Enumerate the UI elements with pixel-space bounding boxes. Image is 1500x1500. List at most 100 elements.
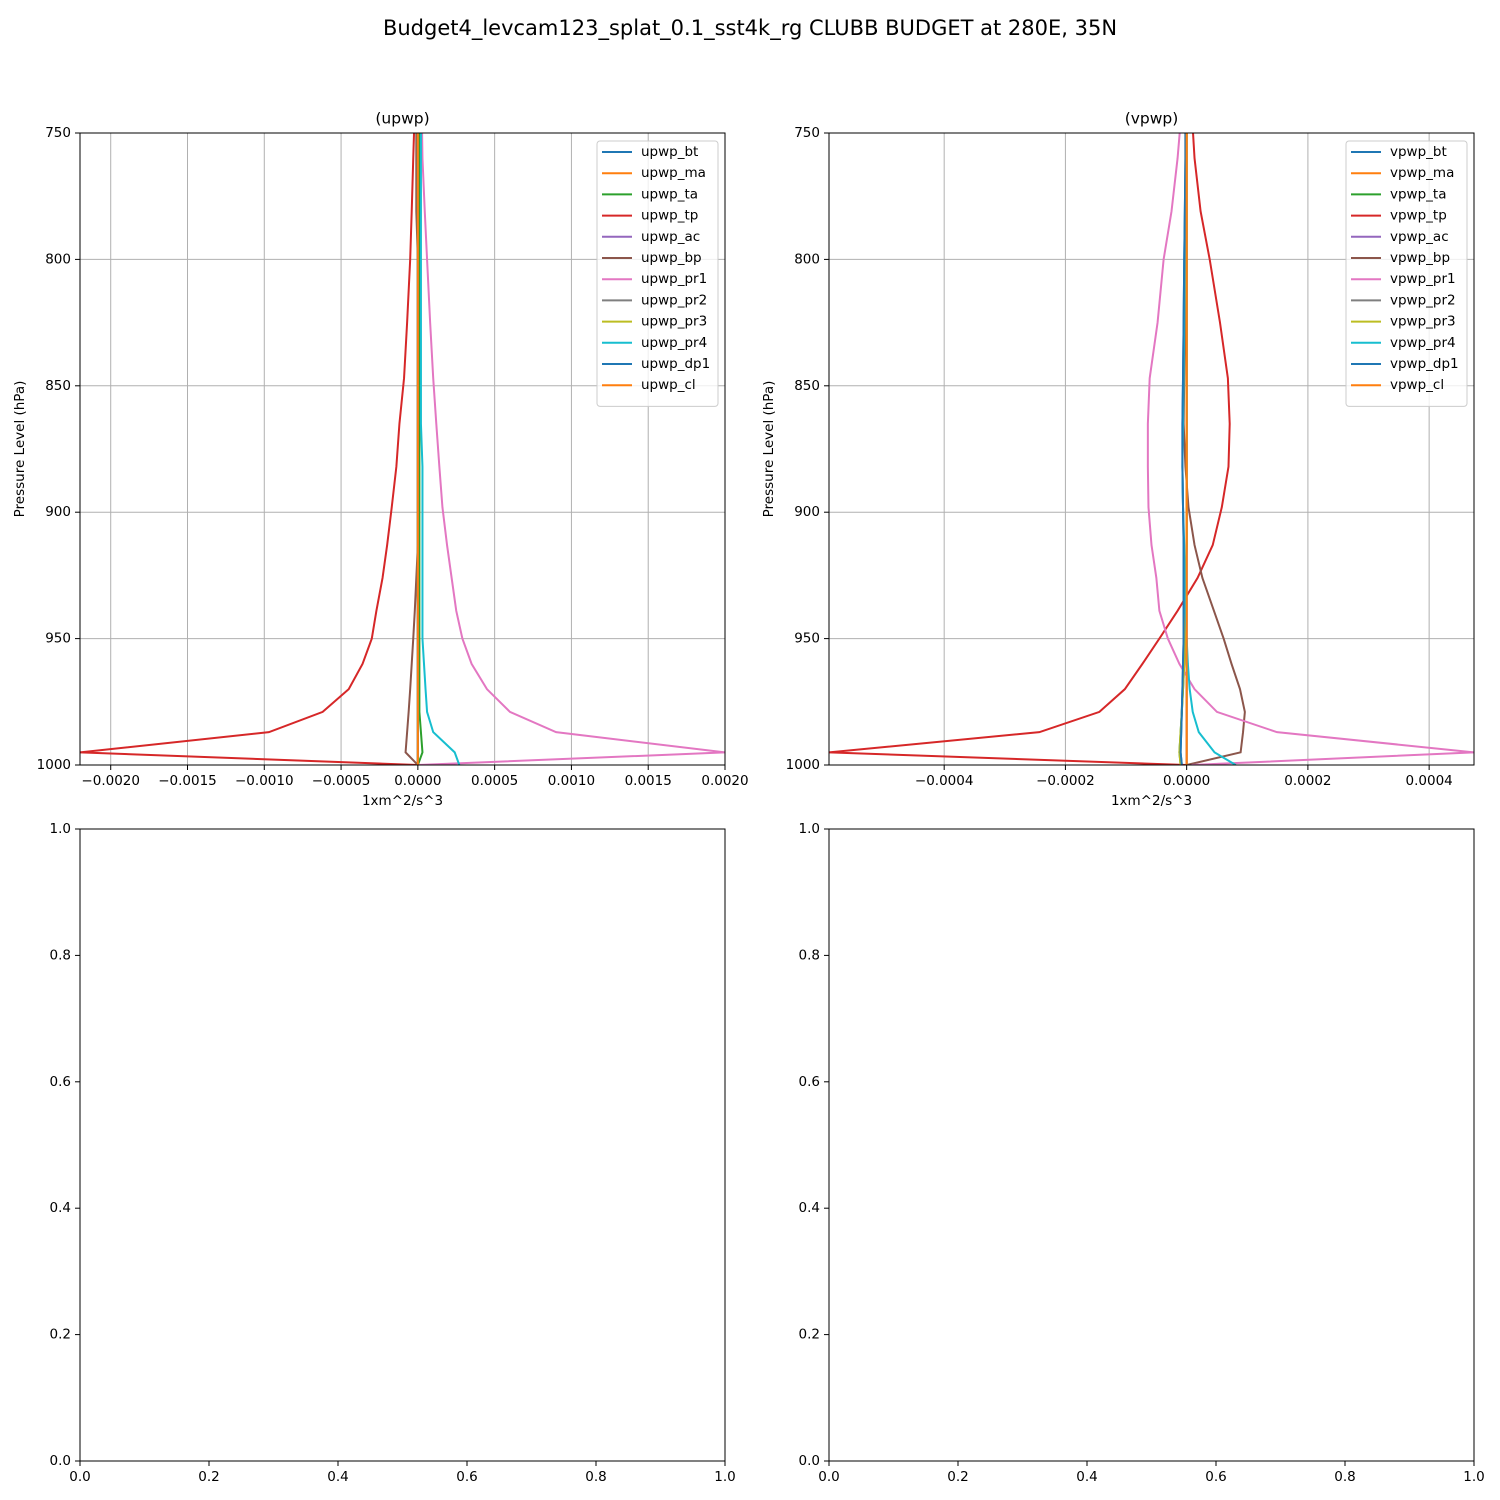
axes-frame: [79, 132, 726, 766]
x-tick-label: 0.0015: [625, 773, 672, 789]
x-axis-label: 1xm^2/s^3: [362, 793, 443, 809]
legend: vpwp_bt vpwp_ma vpwp_ta vpwp_tp vpwp_ac vpwp_…: [1345, 140, 1468, 407]
y-tick-label: 0.2: [50, 1327, 71, 1343]
y-tick-label: 0.6: [50, 1074, 71, 1090]
legend-label: upwp_tp: [641, 208, 698, 224]
x-tick-label: 0.0010: [548, 773, 595, 789]
y-tick-label: 800: [45, 251, 71, 267]
profile-line: [1146, 133, 1474, 765]
x-tick-label: 0.0004: [1406, 773, 1453, 789]
y-axis-label: Pressure Level (hPa): [761, 381, 777, 518]
y-tick-label: 0.8: [50, 947, 71, 963]
axes: −0.0004 −0.0002 0.0000 0.0002 0.0004 750 800 85…: [761, 110, 1475, 809]
y-tick-label: 0.4: [50, 1200, 71, 1216]
axes-title: (upwp): [375, 110, 429, 128]
y-tick-label: 850: [794, 378, 820, 394]
y-tick-label: 0.0: [799, 1453, 820, 1469]
x-tick-label: −0.0002: [1036, 773, 1095, 789]
legend-label: upwp_bt: [641, 144, 698, 160]
axes-title: (vpwp): [1125, 110, 1179, 128]
x-tick-label: 1.0: [714, 1469, 735, 1485]
x-tick-label: 0.8: [1334, 1469, 1355, 1485]
legend-label: upwp_pr1: [641, 271, 707, 287]
x-tick-label: 0.0002: [1284, 773, 1331, 789]
legend-label: upwp_bp: [641, 250, 702, 266]
legend-label: vpwp_ma: [1390, 165, 1454, 181]
x-tick-label: 0.6: [456, 1469, 477, 1485]
legend-label: vpwp_bp: [1390, 250, 1450, 266]
profile-line: [419, 133, 461, 765]
y-axis-label: Pressure Level (hPa): [12, 381, 28, 518]
legend-label: upwp_cl: [641, 377, 696, 393]
y-tick-label: 0.0: [50, 1453, 71, 1469]
y-tick-label: 1.0: [799, 821, 820, 837]
y-tick-label: 1000: [786, 757, 820, 773]
x-tick-label: −0.0010: [235, 773, 294, 789]
y-tick-label: 0.2: [799, 1327, 820, 1343]
axes-frame: [79, 828, 726, 1462]
legend-label: vpwp_ta: [1390, 186, 1447, 202]
x-axis-label: 1xm^2/s^3: [1111, 793, 1192, 809]
x-tick-label: −0.0005: [312, 773, 371, 789]
axes-frame: [828, 828, 1475, 1462]
legend-label: upwp_ma: [641, 165, 706, 181]
x-tick-label: 1.0: [1463, 1469, 1484, 1485]
x-tick-label: 0.4: [1076, 1469, 1097, 1485]
x-tick-label: 0.0020: [701, 773, 748, 789]
legend-label: upwp_ta: [641, 186, 698, 202]
profile-line: [829, 133, 1231, 765]
legend-label: upwp_dp1: [641, 356, 710, 372]
profile-line: [416, 133, 424, 765]
axes: 0.0 0.2 0.4 0.6 0.8 1.0 0.0 0.2 0.4 0.6 0.8 1.0: [50, 821, 736, 1485]
x-tick-label: −0.0004: [915, 773, 974, 789]
legend-label: upwp_pr3: [641, 314, 707, 330]
legend-label: vpwp_tp: [1390, 208, 1447, 224]
y-tick-label: 1000: [37, 757, 71, 773]
legend-label: vpwp_ac: [1390, 229, 1449, 245]
profile-line: [417, 133, 725, 765]
y-tick-label: 850: [45, 378, 71, 394]
legend-label: vpwp_dp1: [1390, 356, 1459, 372]
y-tick-label: 0.6: [799, 1074, 820, 1090]
y-tick-label: 0.4: [799, 1200, 820, 1216]
x-tick-label: 0.8: [585, 1469, 606, 1485]
figure-title: Budget4_levcam123_splat_0.1_sst4k_rg CLU…: [383, 16, 1117, 41]
y-tick-label: 950: [794, 631, 820, 647]
y-tick-label: 0.8: [799, 947, 820, 963]
axes: 0.0 0.2 0.4 0.6 0.8 1.0 0.0 0.2 0.4 0.6 0.8 1.0: [799, 821, 1485, 1485]
legend-box: [1345, 140, 1468, 407]
legend-label: vpwp_pr1: [1390, 271, 1456, 287]
x-tick-label: 0.4: [327, 1469, 348, 1485]
profile-line: [80, 133, 418, 765]
legend: upwp_bt upwp_ma upwp_ta upwp_tp upwp_ac upwp_…: [596, 140, 719, 407]
legend-label: vpwp_pr4: [1390, 335, 1456, 351]
profile-line: [1179, 133, 1187, 765]
legend-label: upwp_ac: [641, 229, 700, 245]
x-tick-label: 0.6: [1205, 1469, 1226, 1485]
x-tick-label: 0.0: [69, 1469, 90, 1485]
legend-box: [596, 140, 719, 407]
x-tick-label: 0.2: [198, 1469, 219, 1485]
x-tick-label: −0.0020: [81, 773, 140, 789]
legend-label: upwp_pr4: [641, 335, 707, 351]
legend-label: vpwp_pr3: [1390, 314, 1456, 330]
y-tick-label: 750: [794, 125, 820, 141]
axes-frame: [828, 132, 1475, 766]
x-tick-label: 0.0: [818, 1469, 839, 1485]
legend-label: vpwp_bt: [1390, 144, 1447, 160]
legend-label: vpwp_pr2: [1390, 292, 1456, 308]
y-tick-label: 900: [45, 504, 71, 520]
x-tick-label: 0.0005: [471, 773, 518, 789]
x-tick-label: −0.0015: [158, 773, 217, 789]
axes: −0.0020 −0.0015 −0.0010 −0.0005 0.0000 0.0005…: [12, 110, 749, 810]
legend-label: upwp_pr2: [641, 292, 707, 308]
y-tick-label: 800: [794, 251, 820, 267]
y-tick-label: 750: [45, 125, 71, 141]
x-tick-label: 0.0000: [394, 773, 441, 789]
y-tick-label: 900: [794, 504, 820, 520]
x-tick-label: 0.0000: [1163, 773, 1210, 789]
y-tick-label: 950: [45, 631, 71, 647]
y-tick-label: 1.0: [50, 821, 71, 837]
